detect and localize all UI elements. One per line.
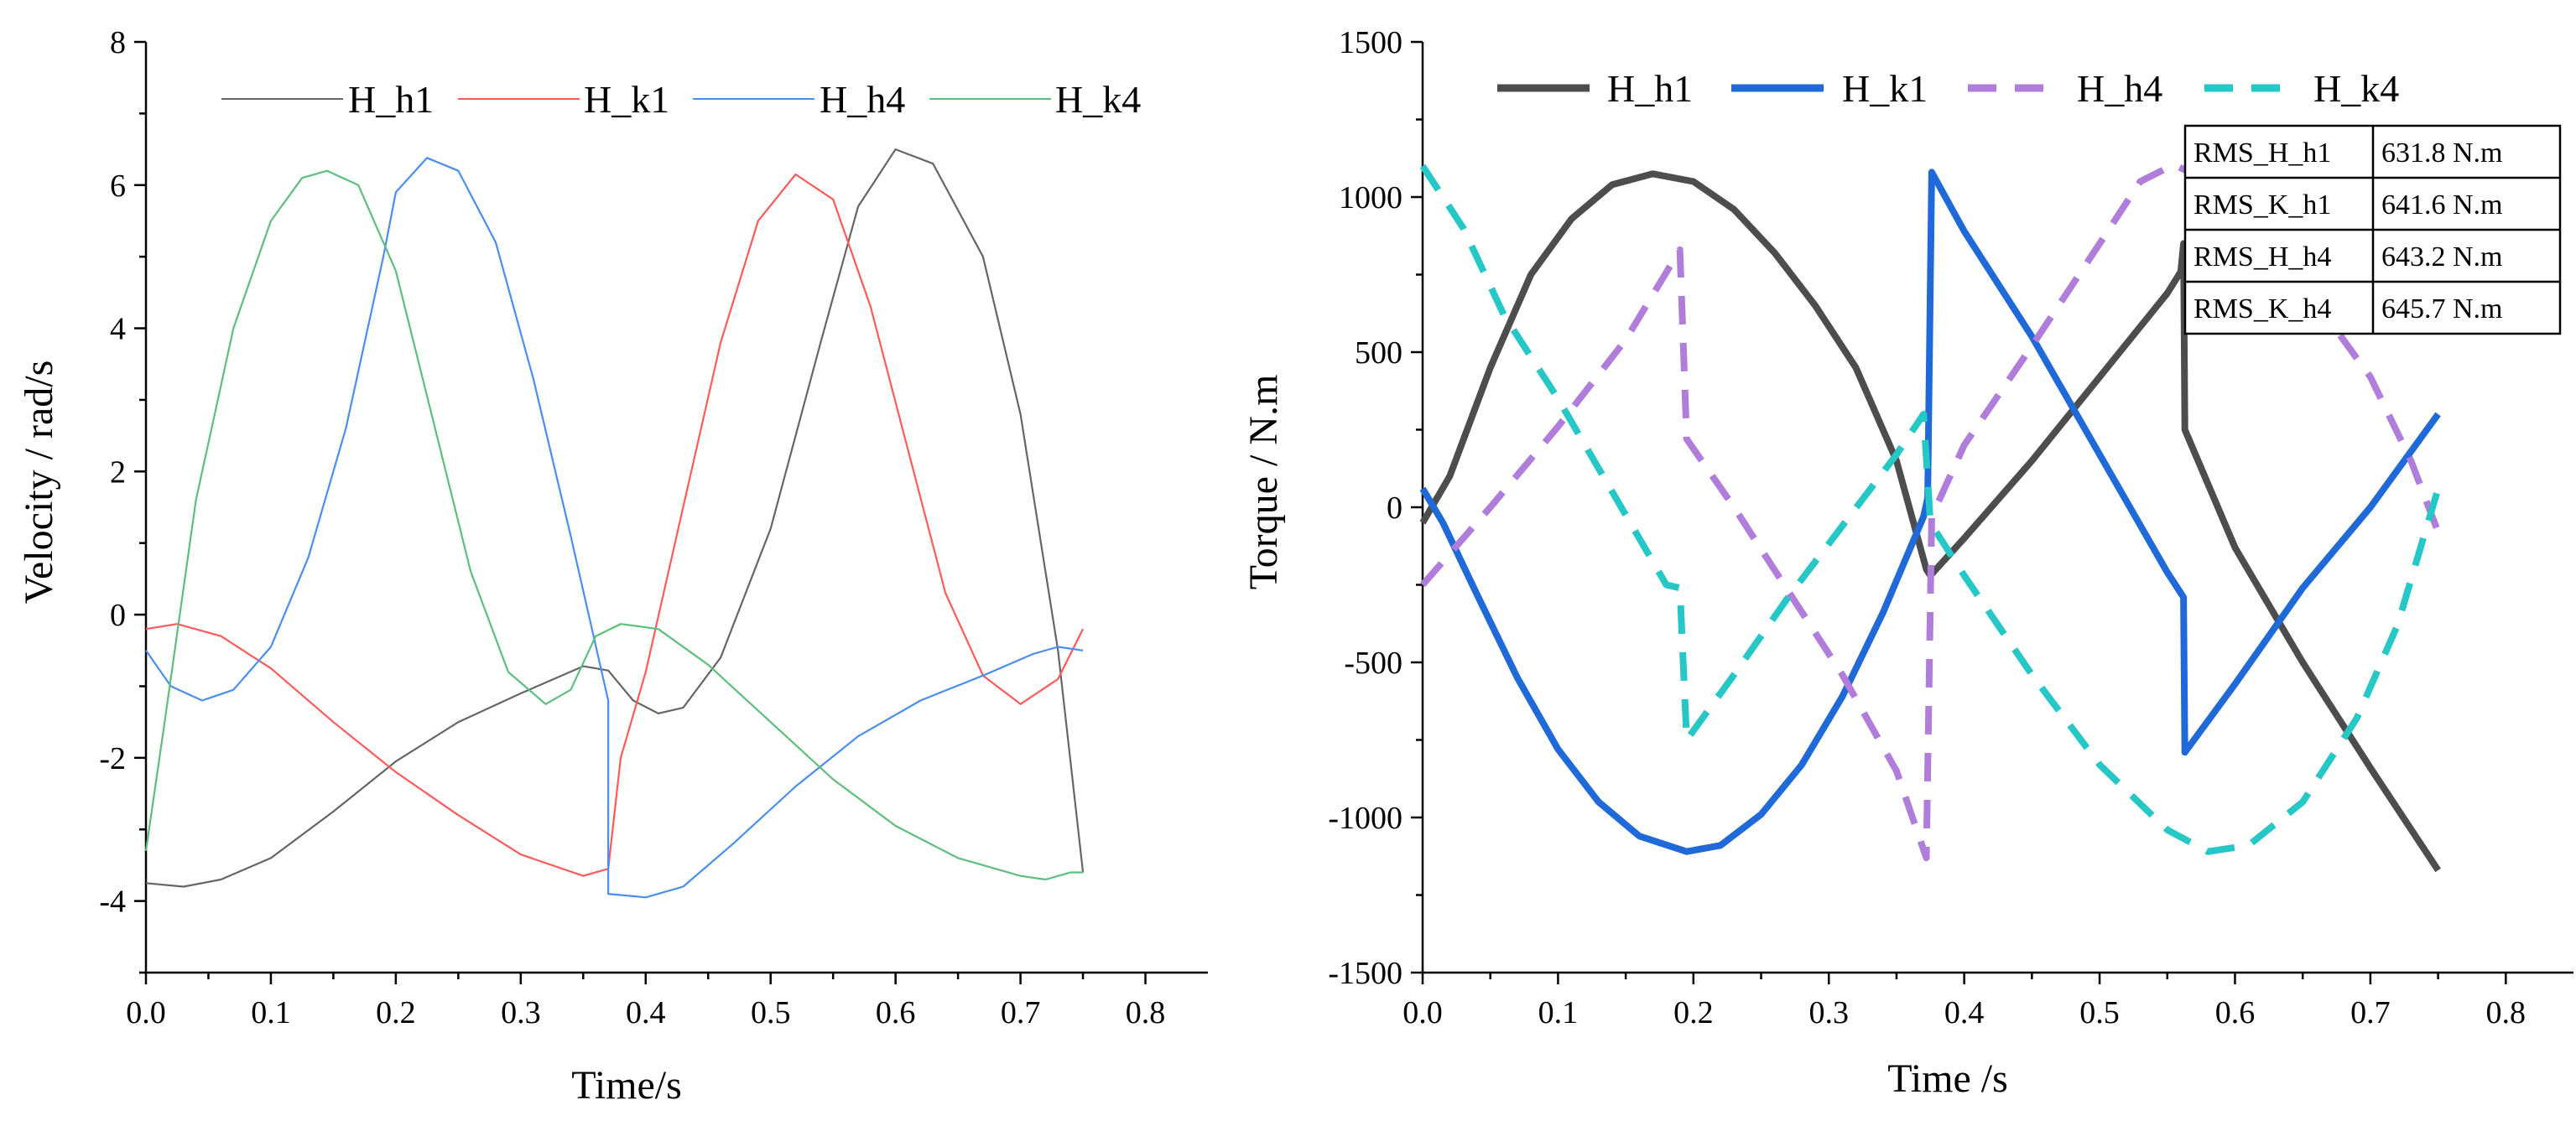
- torque-chart: 0.0 0.1 0.2 0.3 0.4 0.5 0.6 0.7 0.8 -1500 -1000 -50…: [1241, 25, 2573, 1101]
- series-line-h-k1: [145, 173, 1085, 877]
- x-tick-label: 0.7: [2350, 995, 2391, 1030]
- y-tick-label: 8: [110, 25, 126, 60]
- x-tick-label: 0.5: [751, 995, 791, 1030]
- y-tick-label: 500: [1355, 335, 1402, 371]
- y-tick-label: -1500: [1328, 956, 1402, 991]
- series-line-h-h1: [1419, 170, 2441, 873]
- y-tick-label: 0: [110, 598, 126, 633]
- y-axis-title: Velocity / rad/s: [17, 361, 61, 605]
- rms-label: RMS_K_h4: [2194, 293, 2331, 324]
- y-tick-label: 1500: [1339, 25, 1402, 60]
- x-axis-title: Time /s: [1887, 1056, 2008, 1101]
- series-line-h-h4: [145, 157, 1084, 899]
- series-line-h-k1: [1419, 169, 2441, 855]
- y-axis-title: Torque / N.m: [1241, 375, 1286, 590]
- x-tick-label: 0.6: [2215, 995, 2256, 1030]
- x-tick-label: 0.2: [1673, 995, 1714, 1030]
- legend-label-h-h1: H_h1: [348, 78, 434, 121]
- legend-label-h-k1: H_k1: [584, 78, 669, 121]
- x-tick-label: 0.4: [1944, 995, 1985, 1030]
- y-tick-label: 1000: [1339, 180, 1402, 215]
- rms-label: RMS_K_h1: [2194, 189, 2331, 221]
- y-tick-label: -4: [99, 885, 126, 920]
- legend-label-h-k1: H_k1: [1842, 67, 1928, 110]
- rms-label: RMS_H_h4: [2194, 241, 2331, 272]
- x-tick-label: 0.6: [876, 995, 916, 1030]
- legend: H_h1 H_k1 H_h4 H_k4: [221, 78, 1141, 121]
- y-tick-label: 2: [110, 454, 126, 490]
- legend-label-h-h1: H_h1: [1607, 67, 1693, 110]
- legend: H_h1 H_k1 H_h4 H_k4: [1497, 67, 2399, 110]
- y-tick-label: 6: [110, 169, 126, 204]
- x-tick-label: 0.4: [626, 995, 666, 1030]
- x-tick-label: 0.3: [501, 995, 541, 1030]
- x-tick-label: 0.7: [1001, 995, 1041, 1030]
- x-tick-label: 0.1: [251, 995, 291, 1030]
- x-tick-label: 0.0: [126, 995, 166, 1030]
- legend-label-h-k4: H_k4: [1055, 78, 1141, 121]
- y-tick-label: 0: [1387, 490, 1402, 526]
- y-tick-label: -1000: [1328, 801, 1402, 836]
- rms-value: 631.8 N.m: [2381, 138, 2503, 169]
- x-tick-label: 0.3: [1808, 995, 1849, 1030]
- series-line-h-k4: [144, 169, 1084, 881]
- velocity-chart: 0.0 0.1 0.2 0.3 0.4 0.5 0.6 0.7 0.8 -4 -2 0 2 4 6 8 Time…: [17, 25, 1208, 1108]
- legend-label-h-h4: H_h4: [820, 78, 905, 121]
- x-tick-label: 0.0: [1402, 995, 1443, 1030]
- y-tick-label: -500: [1344, 646, 1402, 681]
- rms-value: 643.2 N.m: [2381, 241, 2503, 272]
- x-tick-label: 0.8: [1126, 995, 1166, 1030]
- x-tick-label: 0.5: [2079, 995, 2120, 1030]
- series-group: [144, 148, 1085, 899]
- x-tick-label: 0.2: [376, 995, 416, 1030]
- series-line-h-h1: [145, 148, 1085, 888]
- rms-value: 641.6 N.m: [2381, 189, 2503, 221]
- series-line-h-k4: [1419, 163, 2442, 855]
- legend-label-h-h4: H_h4: [2077, 67, 2162, 110]
- x-axis-title: Time/s: [571, 1063, 682, 1108]
- x-tick-label: 0.8: [2486, 995, 2527, 1030]
- rms-label: RMS_H_h1: [2194, 138, 2331, 169]
- y-tick-label: -2: [99, 741, 126, 776]
- y-tick-label: 4: [110, 312, 126, 347]
- rms-table: RMS_H_h1 631.8 N.m RMS_K_h1 641.6 N.m RMS_H_…: [2183, 124, 2562, 335]
- legend-label-h-k4: H_k4: [2313, 67, 2399, 110]
- x-tick-label: 0.1: [1538, 995, 1579, 1030]
- rms-value: 645.7 N.m: [2381, 293, 2503, 324]
